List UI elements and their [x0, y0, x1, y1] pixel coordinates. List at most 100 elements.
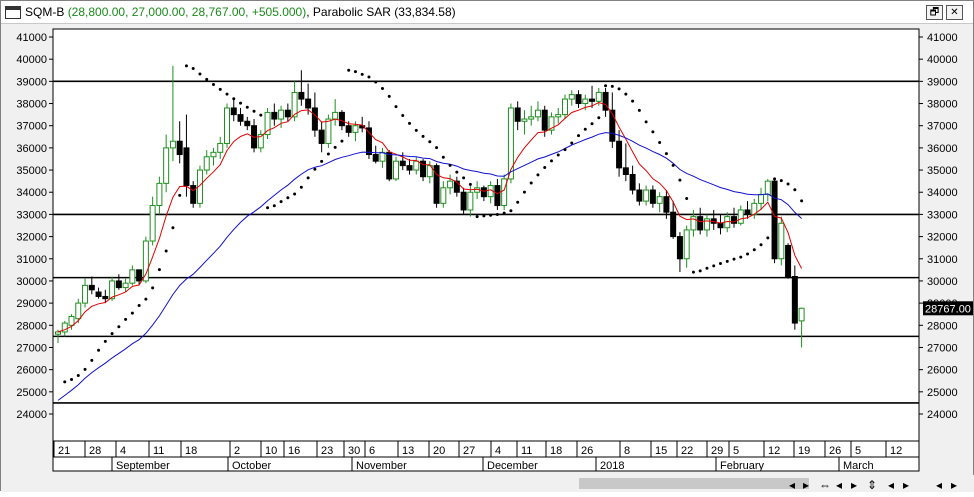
candle-body	[136, 269, 143, 282]
candle-body	[785, 244, 792, 278]
sar-dot	[800, 199, 804, 203]
candle-body	[196, 169, 203, 204]
x-day-label: 8	[624, 445, 630, 457]
x-month-label: February	[720, 460, 765, 472]
candle-body	[636, 189, 643, 202]
y-tick-label-left: 28000	[16, 320, 47, 332]
y-tick-label-right: 30000	[927, 276, 958, 288]
sar-dot	[685, 196, 689, 200]
candle-body	[345, 125, 352, 133]
sar-dot	[90, 358, 94, 362]
sar-dot	[536, 173, 540, 177]
y-tick-label-right: 35000	[927, 165, 958, 177]
candle-body	[278, 109, 285, 120]
y-tick-label-right: 39000	[927, 76, 958, 88]
sar-dot	[583, 127, 587, 131]
x-day-label: 5	[855, 445, 861, 457]
pan-right-icon: ▸	[903, 478, 909, 492]
candle-body	[129, 269, 136, 284]
y-tick-label-right: 36000	[927, 143, 958, 155]
candle-body	[365, 127, 372, 156]
sar-dot	[211, 83, 215, 87]
x-day-label: 4	[120, 445, 126, 457]
sar-dot	[380, 86, 384, 90]
candle-body	[440, 187, 447, 204]
candle-body	[68, 315, 75, 326]
y-tick-label-left: 34000	[16, 187, 47, 199]
sar-dot	[468, 182, 472, 186]
x-day-label: 18	[550, 445, 562, 457]
sar-dot	[306, 176, 310, 180]
y-tick-label-left: 29000	[16, 298, 47, 310]
sar-dot	[76, 374, 80, 378]
y-tick-label-right: 41000	[927, 32, 958, 44]
candle-body	[338, 111, 345, 127]
candle-body	[622, 167, 629, 175]
x-day-label: 10	[265, 445, 277, 457]
restore-icon[interactable]: 🗗	[926, 5, 943, 20]
x-day-label: 11	[153, 445, 164, 457]
sar-dot	[374, 80, 378, 84]
page-right-icon: ▸	[951, 478, 957, 492]
candle-body	[771, 180, 778, 260]
sar-dot	[691, 270, 695, 274]
candle-body	[697, 216, 704, 231]
candle-body	[643, 189, 650, 202]
candle-body	[210, 151, 217, 158]
sar-dot	[171, 226, 175, 230]
x-axis-area	[52, 440, 920, 472]
y-tick-label-left: 27000	[16, 342, 47, 354]
candle-body	[82, 284, 89, 304]
candle-body	[122, 282, 129, 289]
candle-body	[731, 216, 737, 224]
x-day-label: 21	[58, 445, 70, 457]
sar-dot	[340, 139, 344, 143]
y-tick-label-left: 35000	[16, 165, 47, 177]
candle-body	[562, 98, 568, 116]
scrollbar-thumb	[579, 478, 809, 489]
scroll-right-icon: ▸	[803, 478, 809, 492]
sar-dot	[435, 146, 439, 150]
candle-body	[480, 187, 487, 198]
y-tick-label-right: 33000	[927, 209, 958, 221]
candle-body	[629, 173, 636, 191]
sar-dot	[313, 167, 317, 171]
candle-body	[568, 94, 575, 100]
sar-dot	[746, 252, 750, 256]
sar-dot	[401, 114, 405, 118]
sar-dot	[124, 317, 128, 321]
sar-dot	[414, 128, 418, 132]
sar-dot	[333, 145, 337, 149]
sar-dot	[353, 70, 357, 74]
sar-dot	[387, 94, 391, 98]
indicator-label: Parabolic SAR (33,834.58)	[312, 5, 456, 19]
x-day-label: 5	[733, 445, 739, 457]
candle-body	[169, 140, 176, 149]
candle-body	[602, 91, 609, 111]
candle-body	[575, 94, 582, 105]
sar-dot	[779, 179, 783, 183]
sar-dot	[259, 113, 263, 117]
x-month-label: October	[232, 460, 271, 472]
candle-body	[203, 156, 210, 171]
sar-dot	[97, 348, 101, 352]
sar-dot	[191, 66, 195, 70]
candle-body	[521, 118, 528, 122]
close-icon[interactable]: ✕	[946, 5, 963, 20]
sar-dot	[245, 105, 249, 109]
sar-dot	[678, 178, 682, 182]
symbol-label: SQM-B	[25, 5, 65, 19]
x-day-label: 23	[321, 445, 333, 457]
sar-dot	[752, 248, 756, 252]
candle-body	[244, 120, 251, 127]
candle-body	[744, 209, 751, 215]
candle-body	[372, 154, 379, 162]
y-tick-label-left: 31000	[16, 254, 47, 266]
candle-body	[95, 291, 102, 297]
x-day-label: 6	[369, 445, 375, 457]
candle-body	[393, 160, 399, 180]
sar-dot	[624, 92, 628, 96]
x-day-label: 20	[433, 445, 445, 457]
candle-body	[311, 107, 318, 131]
candle-body	[291, 91, 298, 118]
